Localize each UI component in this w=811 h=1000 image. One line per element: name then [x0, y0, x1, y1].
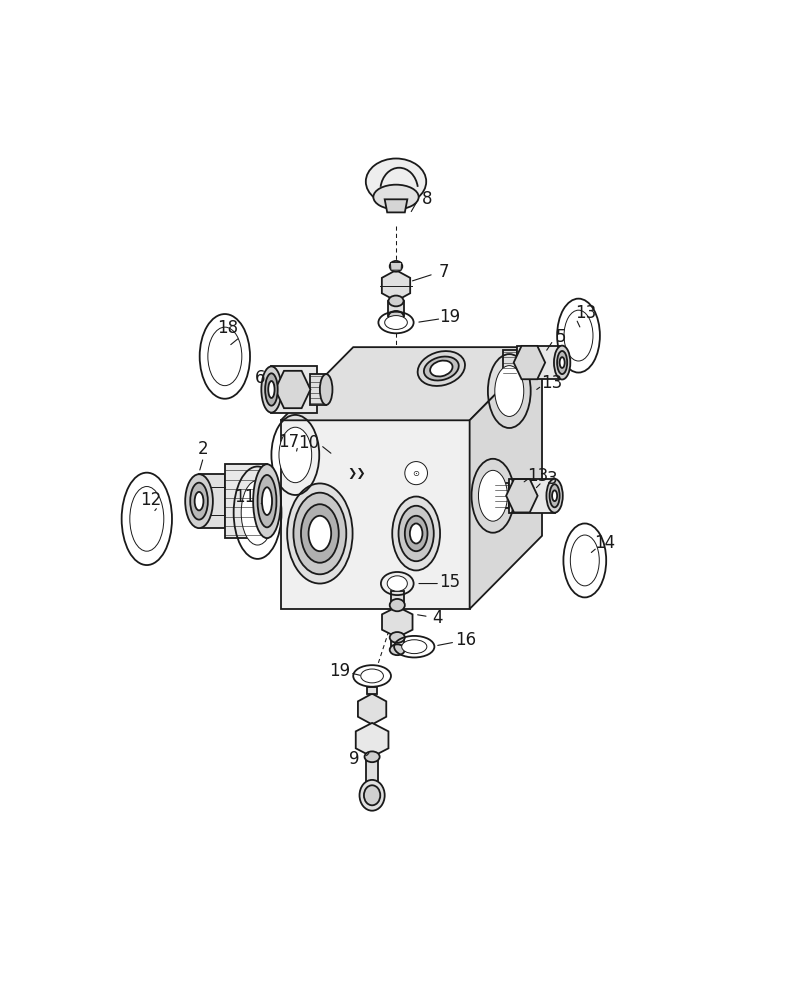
Polygon shape: [281, 420, 469, 609]
Text: 12: 12: [139, 491, 161, 509]
Polygon shape: [517, 346, 561, 379]
Text: 19: 19: [328, 662, 350, 680]
Ellipse shape: [195, 492, 204, 510]
Polygon shape: [381, 270, 410, 301]
Ellipse shape: [364, 751, 380, 762]
Text: 6: 6: [255, 369, 265, 387]
Text: 15: 15: [439, 573, 460, 591]
Polygon shape: [281, 347, 542, 420]
Ellipse shape: [262, 487, 272, 515]
Ellipse shape: [494, 366, 523, 416]
Polygon shape: [390, 262, 401, 270]
Ellipse shape: [417, 351, 465, 386]
Polygon shape: [384, 199, 407, 212]
Polygon shape: [388, 301, 403, 316]
Polygon shape: [469, 347, 542, 609]
Text: 11: 11: [234, 488, 255, 506]
Text: 13: 13: [527, 467, 548, 485]
Ellipse shape: [405, 462, 427, 485]
Ellipse shape: [478, 470, 507, 521]
Ellipse shape: [559, 357, 564, 368]
Ellipse shape: [564, 310, 592, 361]
Text: 13: 13: [575, 304, 596, 322]
Text: 17: 17: [278, 433, 299, 451]
Polygon shape: [271, 366, 316, 413]
Text: 18: 18: [217, 319, 238, 337]
Text: 4: 4: [431, 609, 442, 627]
Ellipse shape: [388, 311, 403, 322]
Polygon shape: [358, 694, 386, 724]
Ellipse shape: [264, 373, 277, 406]
Ellipse shape: [384, 316, 407, 329]
Ellipse shape: [556, 351, 566, 374]
Ellipse shape: [359, 780, 384, 811]
Ellipse shape: [373, 185, 418, 209]
Polygon shape: [310, 374, 326, 405]
Ellipse shape: [388, 296, 403, 306]
Ellipse shape: [387, 576, 407, 591]
Text: ⊙: ⊙: [412, 469, 419, 478]
Polygon shape: [225, 464, 267, 538]
Text: 14: 14: [594, 534, 615, 552]
Polygon shape: [275, 371, 310, 408]
Ellipse shape: [308, 516, 331, 551]
Ellipse shape: [190, 483, 208, 520]
Polygon shape: [391, 591, 403, 605]
Ellipse shape: [405, 516, 427, 551]
Text: 9: 9: [349, 750, 359, 768]
Text: 2: 2: [198, 440, 208, 458]
Ellipse shape: [241, 480, 273, 545]
Text: ❯❯: ❯❯: [346, 468, 365, 479]
Text: 10: 10: [298, 434, 320, 452]
Ellipse shape: [546, 479, 562, 513]
Ellipse shape: [208, 327, 242, 386]
Ellipse shape: [551, 490, 556, 501]
Text: 13: 13: [541, 374, 562, 392]
Ellipse shape: [549, 484, 559, 507]
Polygon shape: [513, 346, 544, 379]
Polygon shape: [495, 483, 508, 508]
Ellipse shape: [301, 504, 338, 563]
Ellipse shape: [257, 475, 276, 527]
Ellipse shape: [423, 357, 458, 380]
Ellipse shape: [389, 632, 405, 643]
Polygon shape: [508, 479, 554, 513]
Ellipse shape: [360, 669, 383, 683]
Polygon shape: [355, 723, 388, 757]
Ellipse shape: [268, 381, 274, 398]
Text: 19: 19: [439, 308, 460, 326]
Ellipse shape: [398, 506, 433, 561]
Ellipse shape: [293, 493, 345, 574]
Ellipse shape: [253, 464, 281, 538]
Ellipse shape: [410, 523, 422, 544]
Polygon shape: [505, 479, 537, 512]
Polygon shape: [502, 350, 517, 375]
Polygon shape: [381, 607, 412, 637]
Text: 7: 7: [438, 263, 448, 281]
Text: 16: 16: [454, 631, 475, 649]
Ellipse shape: [320, 374, 332, 405]
Ellipse shape: [287, 483, 352, 584]
Ellipse shape: [363, 785, 380, 805]
Ellipse shape: [401, 640, 427, 654]
Ellipse shape: [185, 474, 212, 528]
Text: 8: 8: [422, 190, 432, 208]
Polygon shape: [366, 757, 378, 786]
Polygon shape: [199, 474, 225, 528]
Ellipse shape: [392, 497, 440, 570]
Polygon shape: [367, 687, 376, 694]
Ellipse shape: [366, 158, 426, 205]
Ellipse shape: [389, 644, 405, 655]
Ellipse shape: [261, 366, 281, 413]
Ellipse shape: [130, 487, 164, 551]
Text: 3: 3: [546, 470, 556, 488]
Ellipse shape: [430, 361, 452, 376]
Ellipse shape: [389, 599, 405, 611]
Text: 5: 5: [555, 328, 565, 346]
Ellipse shape: [279, 427, 311, 483]
Ellipse shape: [569, 535, 599, 586]
Ellipse shape: [553, 346, 569, 379]
Ellipse shape: [389, 261, 401, 272]
Polygon shape: [391, 637, 403, 650]
